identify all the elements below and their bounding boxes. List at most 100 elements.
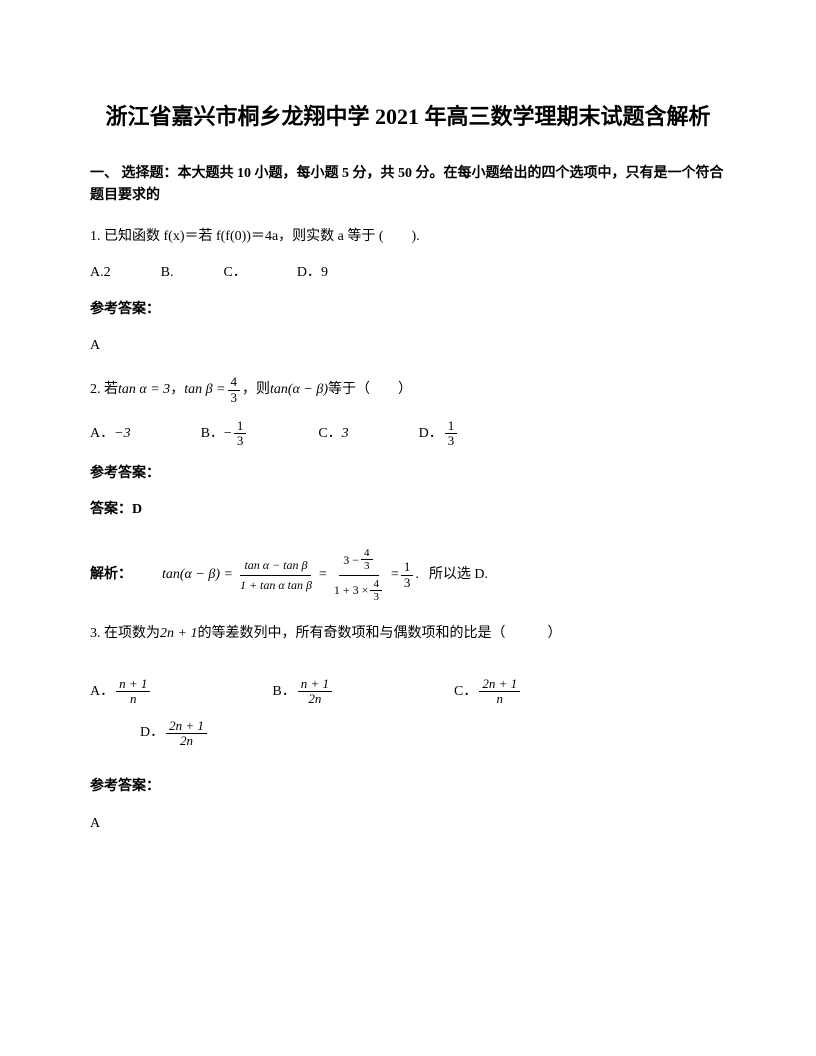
q2-expl-label: 解析： [90,564,132,586]
q2-option-b: B． − 1 3 [201,419,249,449]
q3-optC-frac: 2n + 1 n [479,677,520,707]
q1-option-a: A. 2 [90,262,111,284]
q3-option-d-row: D． 2n + 1 2n [140,719,726,749]
q2-mid: ，则 [242,379,270,401]
q2-expl-f2-num-fden: 3 [361,560,373,572]
q2-optD-den: 3 [445,434,458,448]
q3-optA-num: n + 1 [116,677,150,692]
q2-expl-f2-num-frac: 4 3 [361,547,373,572]
q3-optB-frac: n + 1 2n [298,677,332,707]
q2-expl-f2-den-frac: 4 3 [370,578,382,603]
q1-answer: A [90,335,726,357]
q2-expl-f2-den-fnum: 4 [370,578,382,591]
q2-optC-label: C． [318,423,341,445]
q3-optC-den: n [494,692,507,706]
section-header: 一、 选择题：本大题共 10 小题，每小题 5 分，共 50 分。在每小题给出的… [90,163,726,208]
q3-optA-frac: n + 1 n [116,677,150,707]
q3-optC-num: 2n + 1 [479,677,520,692]
q1-options: A. 2 B. C． D． 9 [90,262,726,284]
q3-prefix: 3. 在项数为 [90,623,160,645]
q3-optA-label: A． [90,681,114,703]
q2-expl-lhs: tan(α − β) = [162,564,233,586]
q2-tan-b-label: tan β = [184,379,225,401]
q2-optD-frac: 1 3 [445,419,458,449]
q2-optB-label: B． [201,423,224,445]
q2-expl-f2-den-a: 1 + 3 × [334,583,369,597]
q3-option-c: C． 2n + 1 n [454,677,522,707]
q3-optD-label: D． [140,722,164,744]
q3-optD-num: 2n + 1 [166,719,207,734]
q2-expl-after: 所以选 D. [429,564,488,586]
q2-optC-val: 3 [342,423,349,445]
question-2: 2. 若 tan α = 3 ， tan β = 4 3 ，则 tan(α − … [90,375,726,604]
q2-explanation: 解析： tan(α − β) = tan α − tan β 1 + tan α… [90,545,726,604]
q2-optD-label: D． [419,423,443,445]
q1-option-c: C． [223,262,246,284]
q2-expl-f1-num: tan α − tan β [240,556,311,575]
q3-term: 2n + 1 [160,623,197,645]
q2-expl-f1: tan α − tan β 1 + tan α tan β [236,556,316,594]
q2-expl-eq2: = [391,564,399,586]
q2-optA-label: A． [90,423,114,445]
q2-expl-f3-num: 1 [401,560,414,575]
q3-optC-label: C． [454,681,477,703]
q2-optB-den: 3 [234,434,247,448]
q1-answer-label: 参考答案： [90,299,726,321]
q1-optD-val: 9 [321,262,328,284]
question-1: 1. 已知函数 f(x)＝若 f(f(0))＝4a，则实数 a 等于 ( ). … [90,226,726,358]
q2-options: A． −3 B． − 1 3 C． 3 D． 1 3 [90,419,726,449]
q3-options-row1: A． n + 1 n B． n + 1 2n C． 2n + 1 n [90,677,726,707]
q2-expl-f2: 3 − 4 3 1 + 3 × 4 3 [330,545,388,604]
q2-optB-neg: − [224,423,232,445]
q1-optA-label: A. [90,262,104,284]
q2-expl-f3: 1 3 [401,560,414,590]
q3-option-d: D． 2n + 1 2n [140,719,726,749]
q3-optB-num: n + 1 [298,677,332,692]
q2-prefix: 2. 若 [90,379,118,401]
q2-tan-a: tan α = 3 [118,379,170,401]
q2-expl-f2-num-a: 3 − [343,553,359,567]
q2-answer-label: 参考答案： [90,463,726,485]
q3-optD-frac: 2n + 1 2n [166,719,207,749]
q3-text: 3. 在项数为 2n + 1 的等差数列中，所有奇数项和与偶数项和的比是（ ） [90,623,561,645]
q3-option-b: B． n + 1 2n [272,677,334,707]
q2-tan-ab: tan(α − β) [270,379,328,401]
q2-expl-f2-num-fnum: 4 [361,547,373,560]
q1-option-b: B. [161,262,174,284]
q3-optB-label: B． [272,681,295,703]
page-title: 浙江省嘉兴市桐乡龙翔中学 2021 年高三数学理期末试题含解析 [90,100,726,133]
q2-optB-frac: 1 3 [234,419,247,449]
q2-option-a: A． −3 [90,423,131,445]
q2-expl-eq1: = [319,564,327,586]
q2-text: 2. 若 tan α = 3 ， tan β = 4 3 ，则 tan(α − … [90,375,412,405]
q2-expl-period: . [415,564,419,586]
q1-optD-label: D． [297,262,321,284]
q1-option-d: D． 9 [297,262,328,284]
q3-suffix: 的等差数列中，所有奇数项和与偶数项和的比是（ ） [197,623,561,645]
q2-optD-num: 1 [445,419,458,434]
q3-optD-den: 2n [177,734,196,748]
q3-optA-den: n [127,692,140,706]
q3-optB-den: 2n [305,692,324,706]
q3-option-a: A． n + 1 n [90,677,152,707]
q2-expl-f3-den: 3 [401,576,414,590]
q2-optA-val: −3 [114,423,130,445]
q2-expl-f1-den: 1 + tan α tan β [236,576,316,594]
q2-answer-bold: 答案：D [90,499,726,521]
q3-answer-label: 参考答案： [90,776,726,798]
question-3: 3. 在项数为 2n + 1 的等差数列中，所有奇数项和与偶数项和的比是（ ） … [90,623,726,835]
q2-tan-b-frac: 4 3 [228,375,241,405]
q1-optA-val: 2 [104,262,111,284]
q3-answer: A [90,813,726,835]
q2-comma1: ， [170,379,184,401]
q2-tan-b-num: 4 [228,375,241,390]
q2-suffix: 等于（ ） [328,379,412,401]
q1-text: 1. 已知函数 f(x)＝若 f(f(0))＝4a，则实数 a 等于 ( ). [90,226,726,248]
q2-expl-f2-den-fden: 3 [370,591,382,603]
q2-expl-f2-num: 3 − 4 3 [339,545,378,575]
q2-optB-num: 1 [234,419,247,434]
q2-expl-f2-den: 1 + 3 × 4 3 [330,576,388,605]
q2-option-d: D． 1 3 [419,419,460,449]
q2-tan-b-den: 3 [228,391,241,405]
q2-option-c: C． 3 [318,423,348,445]
